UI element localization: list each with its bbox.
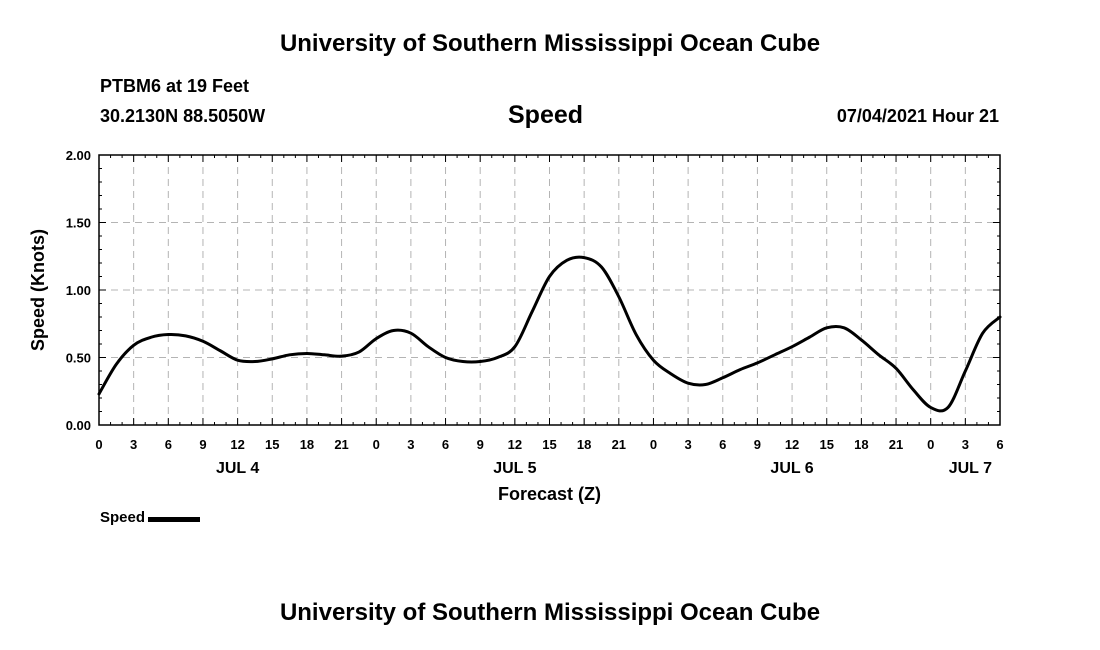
x-tick-label: 21 xyxy=(889,437,903,452)
y-tick-label: 2.00 xyxy=(66,148,91,163)
y-tick-label: 1.00 xyxy=(66,283,91,298)
x-tick-label: 12 xyxy=(230,437,244,452)
x-tick-label: 9 xyxy=(199,437,206,452)
variable-label: Speed xyxy=(508,101,584,129)
x-tick-label: 12 xyxy=(508,437,522,452)
x-tick-label: 21 xyxy=(612,437,626,452)
speed-series-line xyxy=(97,255,1002,413)
plot-frame xyxy=(98,154,1001,426)
x-tick-label: 6 xyxy=(442,437,449,452)
x-tick-label: 15 xyxy=(819,437,833,452)
x-tick-label: 3 xyxy=(962,437,969,452)
day-label: JUL 5 xyxy=(493,460,536,477)
x-tick-label: 9 xyxy=(754,437,761,452)
day-label: JUL 4 xyxy=(216,460,259,477)
coordinates-label: 30.2130N 88.5050W xyxy=(100,106,266,126)
x-tick-label: 0 xyxy=(95,437,102,452)
x-tick-label: 6 xyxy=(165,437,172,452)
chart-title: University of Southern Mississippi Ocean… xyxy=(279,30,821,57)
y-tick-label: 0.00 xyxy=(66,418,91,433)
x-tick-label: 18 xyxy=(577,437,591,452)
x-tick-label: 15 xyxy=(265,437,279,452)
day-label: JUL 7 xyxy=(949,460,992,477)
legend: Speed xyxy=(100,509,201,526)
legend-label: Speed xyxy=(100,509,146,526)
y-tick-label: 0.50 xyxy=(66,351,91,366)
x-tick-label: 3 xyxy=(684,437,691,452)
x-tick-label: 0 xyxy=(650,437,657,452)
footer-title: University of Southern Mississippi Ocean… xyxy=(279,599,821,626)
x-axis-title: Forecast (Z) xyxy=(498,484,601,504)
x-tick-label: 21 xyxy=(334,437,348,452)
x-tick-label: 3 xyxy=(407,437,414,452)
x-tick-label: 18 xyxy=(854,437,868,452)
x-tick-label: 9 xyxy=(477,437,484,452)
datetime-label: 07/04/2021 Hour 21 xyxy=(836,106,999,126)
y-axis-title: Speed (Knots) xyxy=(28,229,48,351)
y-tick-label: 1.50 xyxy=(66,216,91,231)
x-tick-label: 18 xyxy=(300,437,314,452)
x-tick-label: 6 xyxy=(996,437,1003,452)
x-tick-label: 15 xyxy=(542,437,556,452)
x-tick-label: 0 xyxy=(373,437,380,452)
legend-line-swatch xyxy=(148,517,201,522)
x-tick-label: 12 xyxy=(785,437,799,452)
day-label: JUL 6 xyxy=(770,460,813,477)
x-tick-label: 6 xyxy=(719,437,726,452)
x-tick-label: 3 xyxy=(130,437,137,452)
station-label: PTBM6 at 19 Feet xyxy=(100,76,250,96)
x-tick-label: 0 xyxy=(927,437,934,452)
